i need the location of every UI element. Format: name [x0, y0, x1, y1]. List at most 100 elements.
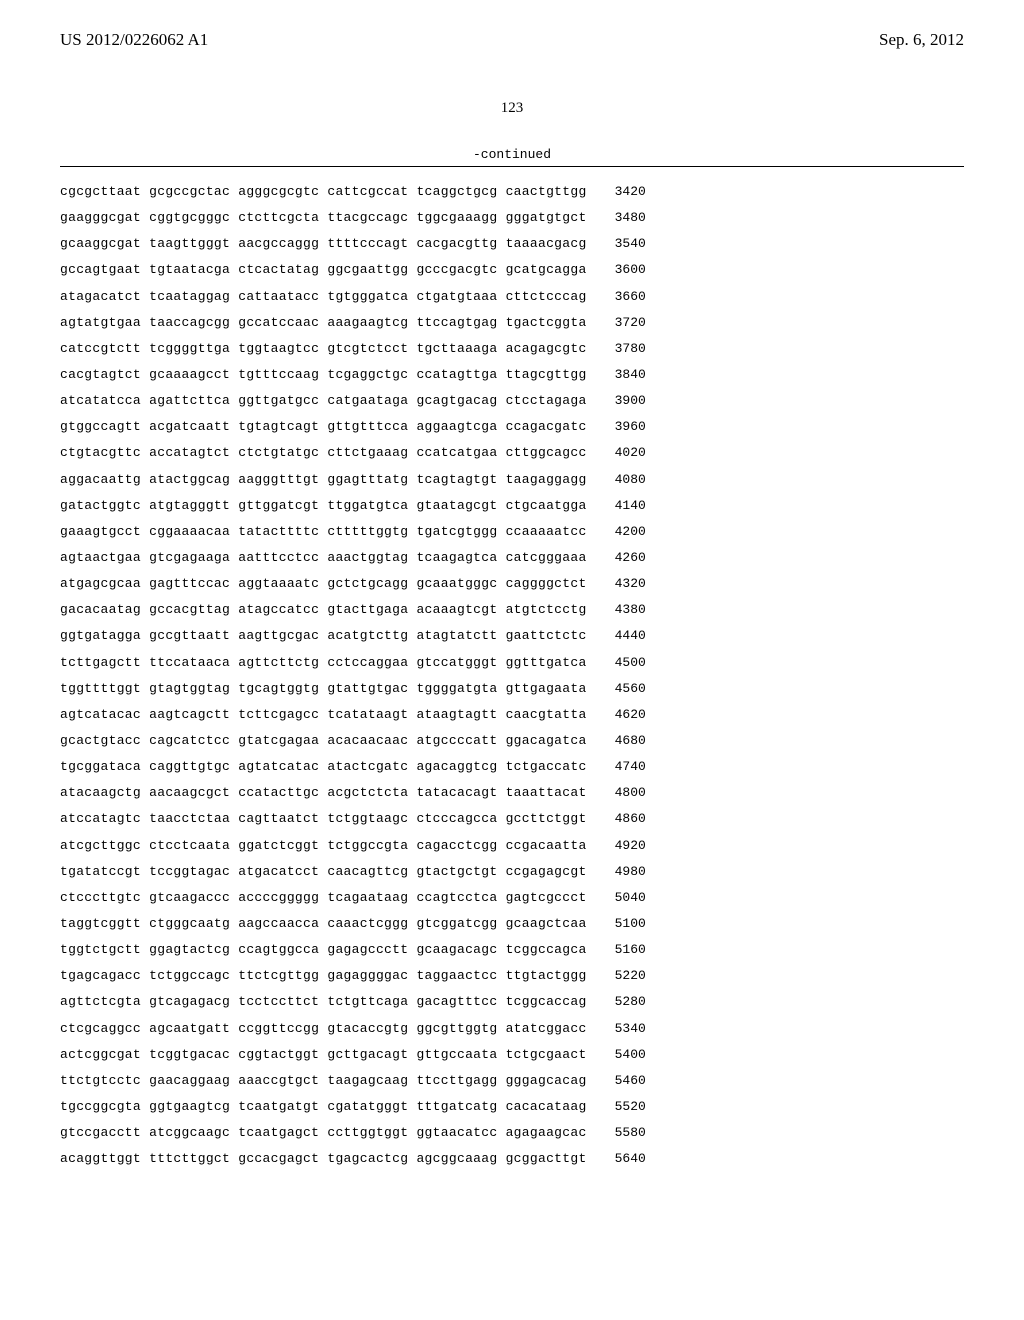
sequence-text: catccgtctt tcggggttga tggtaagtcc gtcgtct… — [60, 342, 587, 356]
sequence-line: acaggttggt tttcttggct gccacgagct tgagcac… — [60, 1152, 964, 1166]
sequence-line: atagacatct tcaataggag cattaatacc tgtggga… — [60, 290, 964, 304]
sequence-text: agtatgtgaa taaccagcgg gccatccaac aaagaag… — [60, 316, 587, 330]
sequence-position: 3420 — [615, 185, 646, 199]
patent-number: US 2012/0226062 A1 — [60, 30, 208, 50]
sequence-text: tgcggataca caggttgtgc agtatcatac atactcg… — [60, 760, 587, 774]
sequence-position: 5460 — [615, 1074, 646, 1088]
sequence-position: 4560 — [615, 682, 646, 696]
sequence-text: gatactggtc atgtagggtt gttggatcgt ttggatg… — [60, 499, 587, 513]
sequence-position: 3660 — [615, 290, 646, 304]
sequence-line: gaagggcgat cggtgcgggc ctcttcgcta ttacgcc… — [60, 211, 964, 225]
sequence-line: tgagcagacc tctggccagc ttctcgttgg gagaggg… — [60, 969, 964, 983]
sequence-line: agttctcgta gtcagagacg tcctccttct tctgttc… — [60, 995, 964, 1009]
sequence-text: cgcgcttaat gcgccgctac agggcgcgtc cattcgc… — [60, 185, 587, 199]
sequence-position: 5340 — [615, 1022, 646, 1036]
sequence-line: tggttttggt gtagtggtag tgcagtggtg gtattgt… — [60, 682, 964, 696]
sequence-text: cacgtagtct gcaaaagcct tgtttccaag tcgaggc… — [60, 368, 587, 382]
sequence-position: 4020 — [615, 446, 646, 460]
sequence-position: 4320 — [615, 577, 646, 591]
sequence-text: atacaagctg aacaagcgct ccatacttgc acgctct… — [60, 786, 587, 800]
sequence-position: 3780 — [615, 342, 646, 356]
sequence-position: 4620 — [615, 708, 646, 722]
sequence-text: gccagtgaat tgtaatacga ctcactatag ggcgaat… — [60, 263, 587, 277]
sequence-position: 5220 — [615, 969, 646, 983]
sequence-position: 3840 — [615, 368, 646, 382]
sequence-text: tggtctgctt ggagtactcg ccagtggcca gagagcc… — [60, 943, 587, 957]
sequence-position: 4980 — [615, 865, 646, 879]
sequence-text: atccatagtc taacctctaa cagttaatct tctggta… — [60, 812, 587, 826]
sequence-text: agttctcgta gtcagagacg tcctccttct tctgttc… — [60, 995, 587, 1009]
sequence-line: gtggccagtt acgatcaatt tgtagtcagt gttgttt… — [60, 420, 964, 434]
sequence-text: ttctgtcctc gaacaggaag aaaccgtgct taagagc… — [60, 1074, 587, 1088]
sequence-line: agtatgtgaa taaccagcgg gccatccaac aaagaag… — [60, 316, 964, 330]
sequence-line: atccatagtc taacctctaa cagttaatct tctggta… — [60, 812, 964, 826]
sequence-text: actcggcgat tcggtgacac cggtactggt gcttgac… — [60, 1048, 587, 1062]
sequence-line: cacgtagtct gcaaaagcct tgtttccaag tcgaggc… — [60, 368, 964, 382]
sequence-text: ctcccttgtc gtcaagaccc accccggggg tcagaat… — [60, 891, 587, 905]
sequence-position: 5160 — [615, 943, 646, 957]
sequence-position: 4860 — [615, 812, 646, 826]
sequence-text: tggttttggt gtagtggtag tgcagtggtg gtattgt… — [60, 682, 587, 696]
sequence-line: atcatatcca agattcttca ggttgatgcc catgaat… — [60, 394, 964, 408]
sequence-line: tcttgagctt ttccataaca agttcttctg cctccag… — [60, 656, 964, 670]
sequence-line: tggtctgctt ggagtactcg ccagtggcca gagagcc… — [60, 943, 964, 957]
sequence-text: taggtcggtt ctgggcaatg aagccaacca caaactc… — [60, 917, 587, 931]
sequence-text: tgccggcgta ggtgaagtcg tcaatgatgt cgatatg… — [60, 1100, 587, 1114]
sequence-text: atagacatct tcaataggag cattaatacc tgtggga… — [60, 290, 587, 304]
sequence-position: 4920 — [615, 839, 646, 853]
sequence-position: 4440 — [615, 629, 646, 643]
sequence-position: 5640 — [615, 1152, 646, 1166]
continued-label: -continued — [0, 147, 1024, 162]
sequence-position: 4500 — [615, 656, 646, 670]
sequence-position: 4140 — [615, 499, 646, 513]
sequence-position: 5040 — [615, 891, 646, 905]
sequence-text: gcactgtacc cagcatctcc gtatcgagaa acacaac… — [60, 734, 587, 748]
sequence-line: gcaaggcgat taagttgggt aacgccaggg ttttccc… — [60, 237, 964, 251]
sequence-line: atacaagctg aacaagcgct ccatacttgc acgctct… — [60, 786, 964, 800]
sequence-position: 3480 — [615, 211, 646, 225]
page-number: 123 — [0, 100, 1024, 117]
sequence-line: ctcgcaggcc agcaatgatt ccggttccgg gtacacc… — [60, 1022, 964, 1036]
sequence-position: 5400 — [615, 1048, 646, 1062]
sequence-text: ggtgatagga gccgttaatt aagttgcgac acatgtc… — [60, 629, 587, 643]
sequence-text: atcgcttggc ctcctcaata ggatctcggt tctggcc… — [60, 839, 587, 853]
sequence-position: 4260 — [615, 551, 646, 565]
sequence-text: ctgtacgttc accatagtct ctctgtatgc cttctga… — [60, 446, 587, 460]
sequence-line: ggtgatagga gccgttaatt aagttgcgac acatgtc… — [60, 629, 964, 643]
sequence-text: acaggttggt tttcttggct gccacgagct tgagcac… — [60, 1152, 587, 1166]
sequence-text: gtggccagtt acgatcaatt tgtagtcagt gttgttt… — [60, 420, 587, 434]
sequence-line: gacacaatag gccacgttag atagccatcc gtacttg… — [60, 603, 964, 617]
sequence-text: agtaactgaa gtcgagaaga aatttcctcc aaactgg… — [60, 551, 587, 565]
sequence-text: agtcatacac aagtcagctt tcttcgagcc tcatata… — [60, 708, 587, 722]
sequence-line: gcactgtacc cagcatctcc gtatcgagaa acacaac… — [60, 734, 964, 748]
sequence-text: gcaaggcgat taagttgggt aacgccaggg ttttccc… — [60, 237, 587, 251]
sequence-line: atgagcgcaa gagtttccac aggtaaaatc gctctgc… — [60, 577, 964, 591]
sequence-line: agtcatacac aagtcagctt tcttcgagcc tcatata… — [60, 708, 964, 722]
sequence-line: tgcggataca caggttgtgc agtatcatac atactcg… — [60, 760, 964, 774]
sequence-text: gacacaatag gccacgttag atagccatcc gtacttg… — [60, 603, 587, 617]
sequence-block: cgcgcttaat gcgccgctac agggcgcgtc cattcgc… — [0, 167, 1024, 1166]
sequence-text: gtccgacctt atcggcaagc tcaatgagct ccttggt… — [60, 1126, 587, 1140]
sequence-line: tgccggcgta ggtgaagtcg tcaatgatgt cgatatg… — [60, 1100, 964, 1114]
sequence-text: gaaagtgcct cggaaaacaa tatacttttc ctttttg… — [60, 525, 587, 539]
sequence-text: tgatatccgt tccggtagac atgacatcct caacagt… — [60, 865, 587, 879]
sequence-line: ctcccttgtc gtcaagaccc accccggggg tcagaat… — [60, 891, 964, 905]
sequence-text: aggacaattg atactggcag aagggtttgt ggagttt… — [60, 473, 587, 487]
sequence-position: 3960 — [615, 420, 646, 434]
sequence-position: 3540 — [615, 237, 646, 251]
sequence-line: gaaagtgcct cggaaaacaa tatacttttc ctttttg… — [60, 525, 964, 539]
sequence-text: tgagcagacc tctggccagc ttctcgttgg gagaggg… — [60, 969, 587, 983]
sequence-position: 4080 — [615, 473, 646, 487]
sequence-line: gccagtgaat tgtaatacga ctcactatag ggcgaat… — [60, 263, 964, 277]
sequence-position: 5580 — [615, 1126, 646, 1140]
sequence-line: actcggcgat tcggtgacac cggtactggt gcttgac… — [60, 1048, 964, 1062]
sequence-text: atcatatcca agattcttca ggttgatgcc catgaat… — [60, 394, 587, 408]
sequence-position: 3600 — [615, 263, 646, 277]
sequence-text: tcttgagctt ttccataaca agttcttctg cctccag… — [60, 656, 587, 670]
sequence-position: 4680 — [615, 734, 646, 748]
publication-date: Sep. 6, 2012 — [879, 30, 964, 50]
sequence-position: 5280 — [615, 995, 646, 1009]
sequence-line: ctgtacgttc accatagtct ctctgtatgc cttctga… — [60, 446, 964, 460]
sequence-position: 5100 — [615, 917, 646, 931]
sequence-line: atcgcttggc ctcctcaata ggatctcggt tctggcc… — [60, 839, 964, 853]
